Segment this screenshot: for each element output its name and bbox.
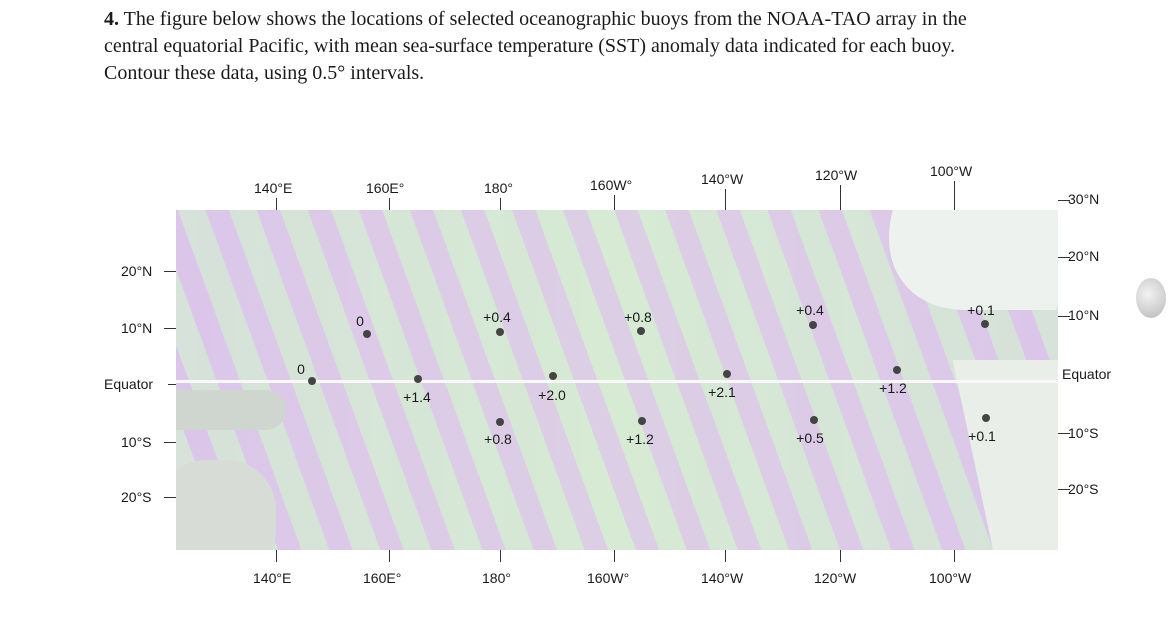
top-lon-label: 160E° <box>366 180 405 196</box>
buoy-marker <box>637 327 645 335</box>
buoy-marker <box>638 417 646 425</box>
buoy-sst-label: +2.0 <box>538 387 566 403</box>
top-lon-tick <box>614 195 615 210</box>
question-text: 4. The figure below shows the locations … <box>104 6 1144 87</box>
top-lon-tick <box>389 198 390 210</box>
new-guinea-landmass <box>176 390 286 430</box>
buoy-sst-label: +2.1 <box>708 384 736 400</box>
buoy-marker <box>982 414 990 422</box>
left-lat-label: 20°S <box>121 489 152 505</box>
bottom-lon-label: 100°W <box>929 570 972 586</box>
left-lat-label: 10°S <box>121 434 152 450</box>
top-lon-label: 100°W <box>930 163 973 179</box>
buoy-marker <box>308 377 316 385</box>
equator-line <box>176 380 1058 383</box>
buoy-marker <box>893 366 901 374</box>
bottom-lon-label: 160W° <box>587 570 630 586</box>
top-lon-label: 160W° <box>590 177 633 193</box>
left-lat-label: 20°N <box>121 263 153 279</box>
right-lat-label: Equator <box>1062 366 1112 382</box>
left-lat-label: Equator <box>104 376 154 392</box>
north-america-landmass <box>855 210 1058 310</box>
top-lon-tick <box>276 198 277 210</box>
left-lat-tick <box>164 497 176 498</box>
buoy-sst-label: 0 <box>356 313 364 329</box>
left-lat-tick <box>164 271 176 272</box>
australia-landmass <box>176 460 276 550</box>
top-lon-label: 180° <box>484 180 513 196</box>
right-lat-tick <box>1058 257 1070 258</box>
buoy-sst-label: +0.4 <box>796 302 824 318</box>
buoy-marker <box>810 416 818 424</box>
buoy-marker <box>981 320 989 328</box>
bottom-lon-tick <box>389 550 390 562</box>
left-lat-tick <box>168 384 176 385</box>
bottom-lon-label: 180° <box>482 570 511 586</box>
buoy-sst-label: +0.8 <box>484 431 512 447</box>
top-lon-tick <box>725 189 726 210</box>
buoy-sst-label: +0.1 <box>968 428 996 444</box>
right-lat-tick <box>1058 200 1070 201</box>
right-lat-label: 20°N <box>1068 248 1100 264</box>
question-line-2: central equatorial Pacific, with mean se… <box>104 35 956 57</box>
buoy-sst-label: +1.2 <box>879 380 907 396</box>
page-edge-object-icon <box>1136 278 1166 318</box>
bottom-lon-label: 120°W <box>814 570 857 586</box>
left-lat-tick <box>164 328 176 329</box>
pacific-map <box>176 210 1058 550</box>
bottom-lon-tick <box>614 550 615 562</box>
left-lat-tick <box>164 442 176 443</box>
buoy-marker <box>414 375 422 383</box>
bottom-lon-tick <box>500 550 501 562</box>
south-america-landmass <box>952 360 1058 550</box>
right-lat-tick <box>1058 433 1070 434</box>
question-line-1: 4. The figure below shows the locations … <box>104 6 1144 33</box>
buoy-sst-label: +0.5 <box>796 430 824 446</box>
right-lat-label: 20°S <box>1068 481 1099 497</box>
buoy-sst-label: +1.2 <box>626 431 654 447</box>
buoy-sst-label: +0.8 <box>624 309 652 325</box>
bottom-lon-tick <box>725 550 726 562</box>
right-lat-label: 30°N <box>1068 191 1100 207</box>
buoy-sst-label: +1.4 <box>403 389 431 405</box>
top-lon-label: 120°W <box>815 167 858 183</box>
right-lat-tick <box>1058 489 1070 490</box>
bottom-lon-label: 140°E <box>253 570 292 586</box>
top-lon-tick <box>954 181 955 210</box>
buoy-marker <box>809 321 817 329</box>
bottom-lon-label: 160E° <box>363 570 402 586</box>
right-lat-tick <box>1058 316 1070 317</box>
buoy-marker <box>549 372 557 380</box>
buoy-sst-label: +0.1 <box>967 302 995 318</box>
right-lat-label: 10°N <box>1068 307 1100 323</box>
question-line-3: Contour these data, using 0.5° intervals… <box>104 62 425 84</box>
buoy-sst-label: +0.4 <box>483 309 511 325</box>
bottom-lon-tick <box>276 550 277 562</box>
question-number: 4. <box>104 8 119 30</box>
buoy-marker <box>363 330 371 338</box>
question-line-1-text: The figure below shows the locations of … <box>123 8 967 30</box>
bottom-lon-tick <box>954 550 955 562</box>
buoy-sst-label: 0 <box>297 361 305 377</box>
buoy-marker <box>723 370 731 378</box>
bottom-lon-label: 140°W <box>701 570 744 586</box>
left-lat-label: 10°N <box>121 320 153 336</box>
right-lat-label: 10°S <box>1068 425 1099 441</box>
top-lon-tick <box>500 198 501 210</box>
buoy-marker <box>496 418 504 426</box>
buoy-marker <box>496 328 504 336</box>
top-lon-tick <box>840 185 841 210</box>
top-lon-label: 140°W <box>701 171 744 187</box>
bottom-lon-tick <box>840 550 841 562</box>
top-lon-label: 140°E <box>254 180 293 196</box>
